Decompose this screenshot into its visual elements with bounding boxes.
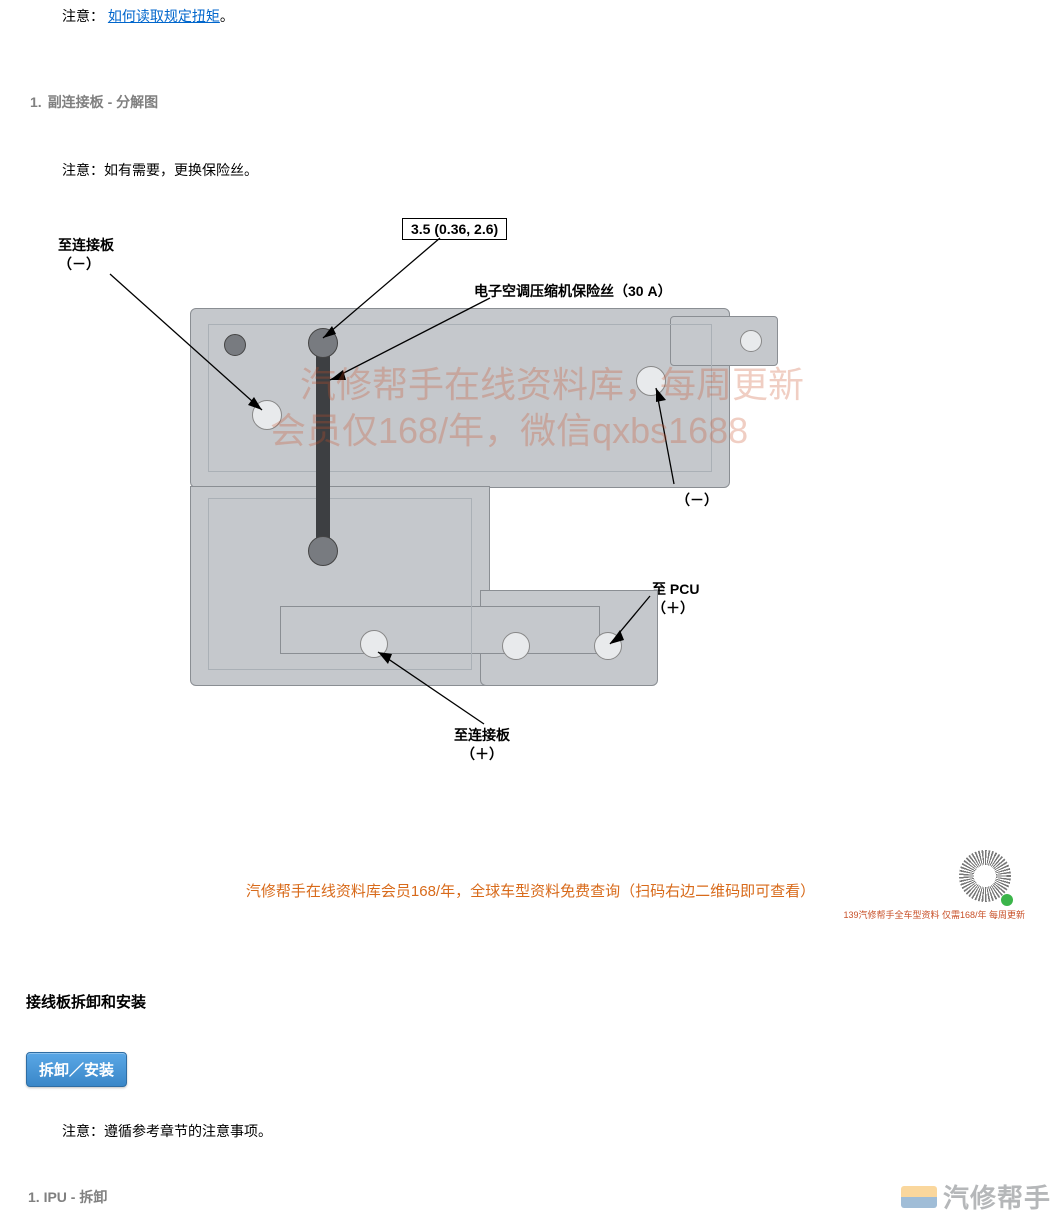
fuse-note: 注意：如有需要，更换保险丝。 <box>0 120 1061 200</box>
torque-spec-box: 3.5 (0.36, 2.6) <box>402 218 507 240</box>
callout-line: （－） <box>676 492 718 508</box>
callout-line: 至连接板 <box>58 237 114 253</box>
note-label: 注意： <box>62 8 104 24</box>
torque-read-note: 注意： 如何读取规定扭矩。 <box>0 0 1061 32</box>
exploded-diagram: 3.5 (0.36, 2.6) 至连接板 （－） 电子空调压缩机保险丝（30 A… <box>40 210 1040 790</box>
callout-line: 至连接板 <box>454 727 510 743</box>
mount-hole <box>594 632 622 660</box>
fuse-bar <box>316 332 330 562</box>
bolt-head <box>308 536 338 566</box>
footer-brand-watermark: 汽修帮手 <box>901 1178 1051 1215</box>
bolt-head <box>224 334 246 356</box>
note-suffix: 。 <box>220 8 234 24</box>
qr-caption: 139汽修帮手全车型资料 仅需168/年 每周更新 <box>843 908 1025 921</box>
callout-line: （－） <box>58 256 100 272</box>
section-3-title: IPU - 拆卸 <box>44 1189 108 1205</box>
bolt-head <box>308 328 338 358</box>
brand-icon <box>901 1186 937 1208</box>
remove-install-button[interactable]: 拆卸／安装 <box>26 1052 127 1087</box>
section-1-index: 1. <box>30 94 42 110</box>
torque-read-link[interactable]: 如何读取规定扭矩 <box>108 8 220 24</box>
callout-line: （＋） <box>652 600 694 616</box>
note-label: 注意： <box>62 162 104 178</box>
mount-hole <box>636 366 666 396</box>
mount-hole <box>360 630 388 658</box>
callout-to-pcu-pos: 至 PCU （＋） <box>652 580 699 618</box>
mount-hole <box>502 632 530 660</box>
callout-to-board-neg: 至连接板 （－） <box>58 236 114 274</box>
reference-note-text: 遵循参考章节的注意事项。 <box>104 1123 272 1139</box>
mount-hole <box>740 330 762 352</box>
reference-note: 注意：遵循参考章节的注意事项。 <box>0 1087 1061 1151</box>
fuse-note-text: 如有需要，更换保险丝。 <box>104 162 258 178</box>
section-3-index: 1. <box>28 1189 40 1205</box>
note-label: 注意： <box>62 1123 104 1139</box>
section-1-title: 副连接板 - 分解图 <box>48 94 158 110</box>
callout-to-board-pos: 至连接板 （＋） <box>454 726 510 764</box>
callout-fuse: 电子空调压缩机保险丝（30 A） <box>474 282 672 301</box>
brand-text: 汽修帮手 <box>943 1178 1051 1215</box>
section-1-heading: 1. 副连接板 - 分解图 <box>0 32 1061 120</box>
promo-text: 汽修帮手在线资料库会员168/年，全球车型资料免费查询（扫码右边二维码即可查看） <box>246 880 815 901</box>
mount-hole <box>252 400 282 430</box>
callout-line: 至 PCU <box>652 581 699 597</box>
promo-row: 汽修帮手在线资料库会员168/年，全球车型资料免费查询（扫码右边二维码即可查看）… <box>0 790 1061 941</box>
section-2-title: 接线板拆卸和安装 <box>0 941 1061 1012</box>
qr-badge-icon <box>1001 894 1013 906</box>
callout-line: （＋） <box>461 746 503 762</box>
